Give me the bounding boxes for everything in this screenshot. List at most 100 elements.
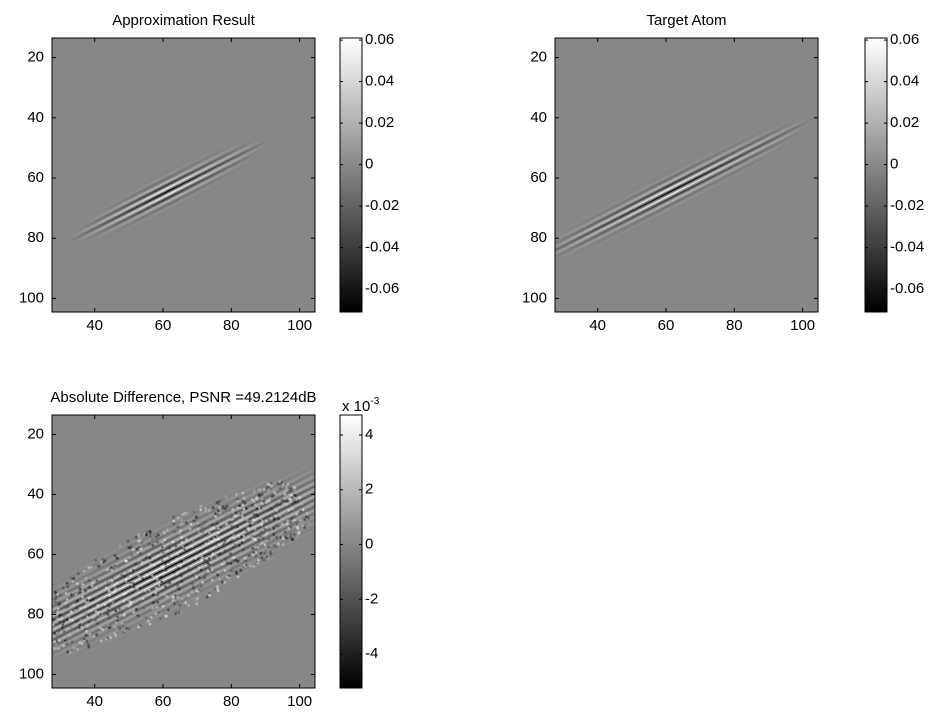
image-speckle — [45, 603, 48, 606]
image-speckle — [239, 517, 243, 522]
image-speckle — [88, 632, 92, 636]
image-speckle — [67, 616, 72, 620]
image-speckle — [87, 588, 91, 592]
image-speckle — [138, 586, 142, 591]
image-speckle — [269, 507, 274, 511]
image-speckle — [150, 574, 155, 578]
image-speckle — [106, 636, 110, 640]
image-speckle — [106, 612, 110, 617]
image-speckle — [275, 509, 279, 513]
image-speckle — [127, 556, 131, 560]
image-speckle — [297, 495, 302, 500]
image-speckle — [85, 639, 89, 644]
image-speckle — [78, 622, 82, 627]
image-stripe — [52, 520, 315, 674]
image-speckle — [191, 569, 196, 573]
image-speckle — [293, 493, 298, 497]
image-speckle — [68, 618, 72, 622]
image-speckle — [147, 553, 152, 557]
image-speckle — [63, 638, 67, 642]
image-speckle — [260, 492, 264, 497]
image-speckle — [212, 537, 216, 541]
image-speckle — [296, 499, 300, 504]
y-tick-label: 80 — [27, 229, 44, 246]
image-speckle — [173, 593, 178, 598]
image-speckle — [128, 599, 132, 603]
image-speckle — [54, 594, 58, 598]
image-speckle — [221, 542, 226, 547]
image-speckle — [202, 576, 207, 580]
image-speckle — [223, 539, 227, 543]
image-speckle — [61, 643, 66, 648]
image-speckle — [198, 563, 202, 568]
image-speckle — [167, 546, 172, 550]
image-speckle — [288, 497, 293, 502]
image-speckle — [208, 572, 212, 576]
image-speckle — [236, 559, 240, 563]
image-speckle — [175, 572, 179, 576]
image-speckle — [136, 574, 141, 578]
image-speckle — [229, 561, 233, 566]
image-stripe — [52, 464, 285, 603]
image-speckle — [292, 495, 296, 500]
image-speckle — [144, 572, 149, 576]
image-speckle — [256, 514, 260, 518]
image-speckle — [231, 517, 235, 521]
image-speckle — [115, 556, 119, 560]
image-speckle — [152, 601, 156, 605]
image-speckle — [131, 568, 136, 572]
image-speckle — [56, 646, 60, 651]
axes-box — [51, 37, 316, 313]
image-speckle — [254, 495, 259, 500]
image-speckle — [231, 533, 236, 537]
image-speckle — [69, 609, 73, 614]
image-speckle — [136, 603, 141, 607]
image-speckle — [174, 564, 179, 569]
image-speckle — [55, 592, 59, 597]
image-speckle — [45, 633, 48, 636]
image-stripe — [52, 457, 315, 642]
image-speckle — [41, 636, 44, 639]
image-speckle — [272, 517, 276, 521]
image-stripe — [52, 481, 315, 681]
image-speckle — [209, 527, 214, 532]
image-speckle — [215, 521, 220, 526]
image-speckle — [155, 554, 159, 558]
image-speckle — [124, 559, 128, 563]
image-speckle — [64, 601, 68, 605]
image-speckle — [263, 521, 267, 525]
image-stripe — [52, 461, 303, 616]
image-speckle — [80, 595, 85, 599]
image-speckle — [139, 547, 143, 551]
image-stripe — [52, 460, 311, 622]
image-speckle — [134, 607, 139, 611]
image-speckle — [287, 526, 291, 530]
image-speckle — [240, 544, 244, 548]
image-speckle — [162, 531, 167, 535]
image-speckle — [253, 550, 258, 554]
image-speckle — [155, 600, 160, 604]
image-speckle — [97, 614, 102, 618]
image-speckle — [260, 502, 265, 506]
image-speckle — [129, 582, 134, 587]
image-speckle — [216, 509, 221, 513]
image-speckle — [242, 496, 246, 500]
x-tick-label: 60 — [658, 317, 675, 334]
image-speckle — [89, 565, 93, 569]
image-speckle — [121, 624, 125, 628]
image-speckle — [162, 530, 166, 534]
image-speckle — [81, 589, 85, 594]
image-speckle — [33, 626, 36, 629]
image-speckle — [284, 485, 289, 490]
image-speckle — [230, 538, 234, 542]
image-speckle — [132, 568, 136, 573]
image-speckle — [231, 517, 235, 521]
image-speckle — [235, 497, 240, 501]
image-speckle — [199, 563, 203, 568]
image-pattern — [555, 115, 818, 268]
image-speckle — [54, 643, 58, 647]
y-tick-label: 100 — [19, 289, 44, 306]
image-speckle — [215, 587, 220, 591]
image-speckle — [52, 619, 56, 623]
image-speckle — [94, 586, 99, 590]
